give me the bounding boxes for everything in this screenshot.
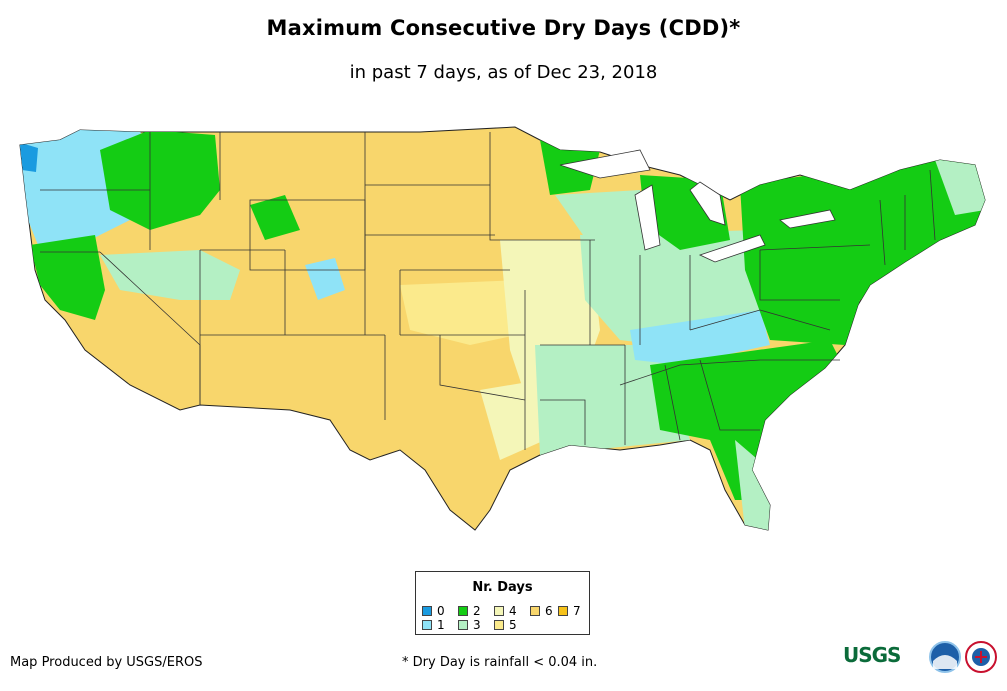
legend-swatch-5 [494, 620, 504, 630]
map-subtitle: in past 7 days, as of Dec 23, 2018 [349, 62, 658, 83]
usgs-wordmark: USGS [843, 643, 901, 667]
legend-item-6: 6 [530, 605, 553, 617]
region-new-england-3day [935, 160, 985, 215]
nws-logo [965, 641, 997, 673]
region-great-basin-3day [100, 250, 240, 300]
legend-swatch-2 [458, 606, 468, 616]
usgs-logo: USGS [843, 643, 901, 667]
legend-item-7: 7 [558, 605, 581, 617]
legend-item-5: 5 [494, 619, 517, 631]
dry-day-footnote: * Dry Day is rainfall < 0.04 in. [402, 655, 598, 670]
legend-label-2: 2 [473, 604, 481, 618]
legend-label-1: 1 [437, 618, 445, 632]
noaa-logo [929, 641, 961, 673]
region-northeast-2day [740, 150, 985, 345]
region-northern-rockies-2day [100, 130, 220, 230]
legend-label-3: 3 [473, 618, 481, 632]
legend-label-6: 6 [545, 604, 553, 618]
state-boundaries [40, 132, 936, 450]
legend-item-1: 1 [422, 619, 445, 631]
legend-swatch-7 [558, 606, 568, 616]
region-tennessee-1day [630, 310, 770, 365]
region-central-plains-5day [400, 280, 540, 345]
legend-swatch-1 [422, 620, 432, 630]
legend-item-3: 3 [458, 619, 481, 631]
legend-swatch-3 [458, 620, 468, 630]
legend-item-2: 2 [458, 605, 481, 617]
legend-label-4: 4 [509, 604, 517, 618]
legend: Nr. Days 0 1 2 3 4 5 6 7 [415, 571, 590, 635]
region-east-texas-4day [480, 380, 545, 460]
region-wyoming-2day [250, 195, 300, 240]
region-wa-coast-0day [20, 142, 38, 172]
region-california-coast-2day [30, 235, 105, 320]
legend-label-7: 7 [573, 604, 581, 618]
map-title: Maximum Consecutive Dry Days (CDD)* [266, 16, 741, 40]
legend-item-0: 0 [422, 605, 445, 617]
region-colorado-1day [305, 258, 345, 300]
legend-label-0: 0 [437, 604, 445, 618]
region-florida-3day [735, 440, 775, 530]
legend-title: Nr. Days [472, 580, 533, 595]
legend-item-4: 4 [494, 605, 517, 617]
producer-credit: Map Produced by USGS/EROS [10, 655, 203, 670]
region-southeast-2day [650, 340, 850, 500]
region-wisconsin-3day [555, 190, 645, 245]
great-lakes [559, 149, 836, 263]
legend-label-5: 5 [509, 618, 517, 632]
legend-swatch-0 [422, 606, 432, 616]
legend-swatch-6 [530, 606, 540, 616]
agency-logos: USGS [843, 637, 1003, 677]
legend-swatch-4 [494, 606, 504, 616]
